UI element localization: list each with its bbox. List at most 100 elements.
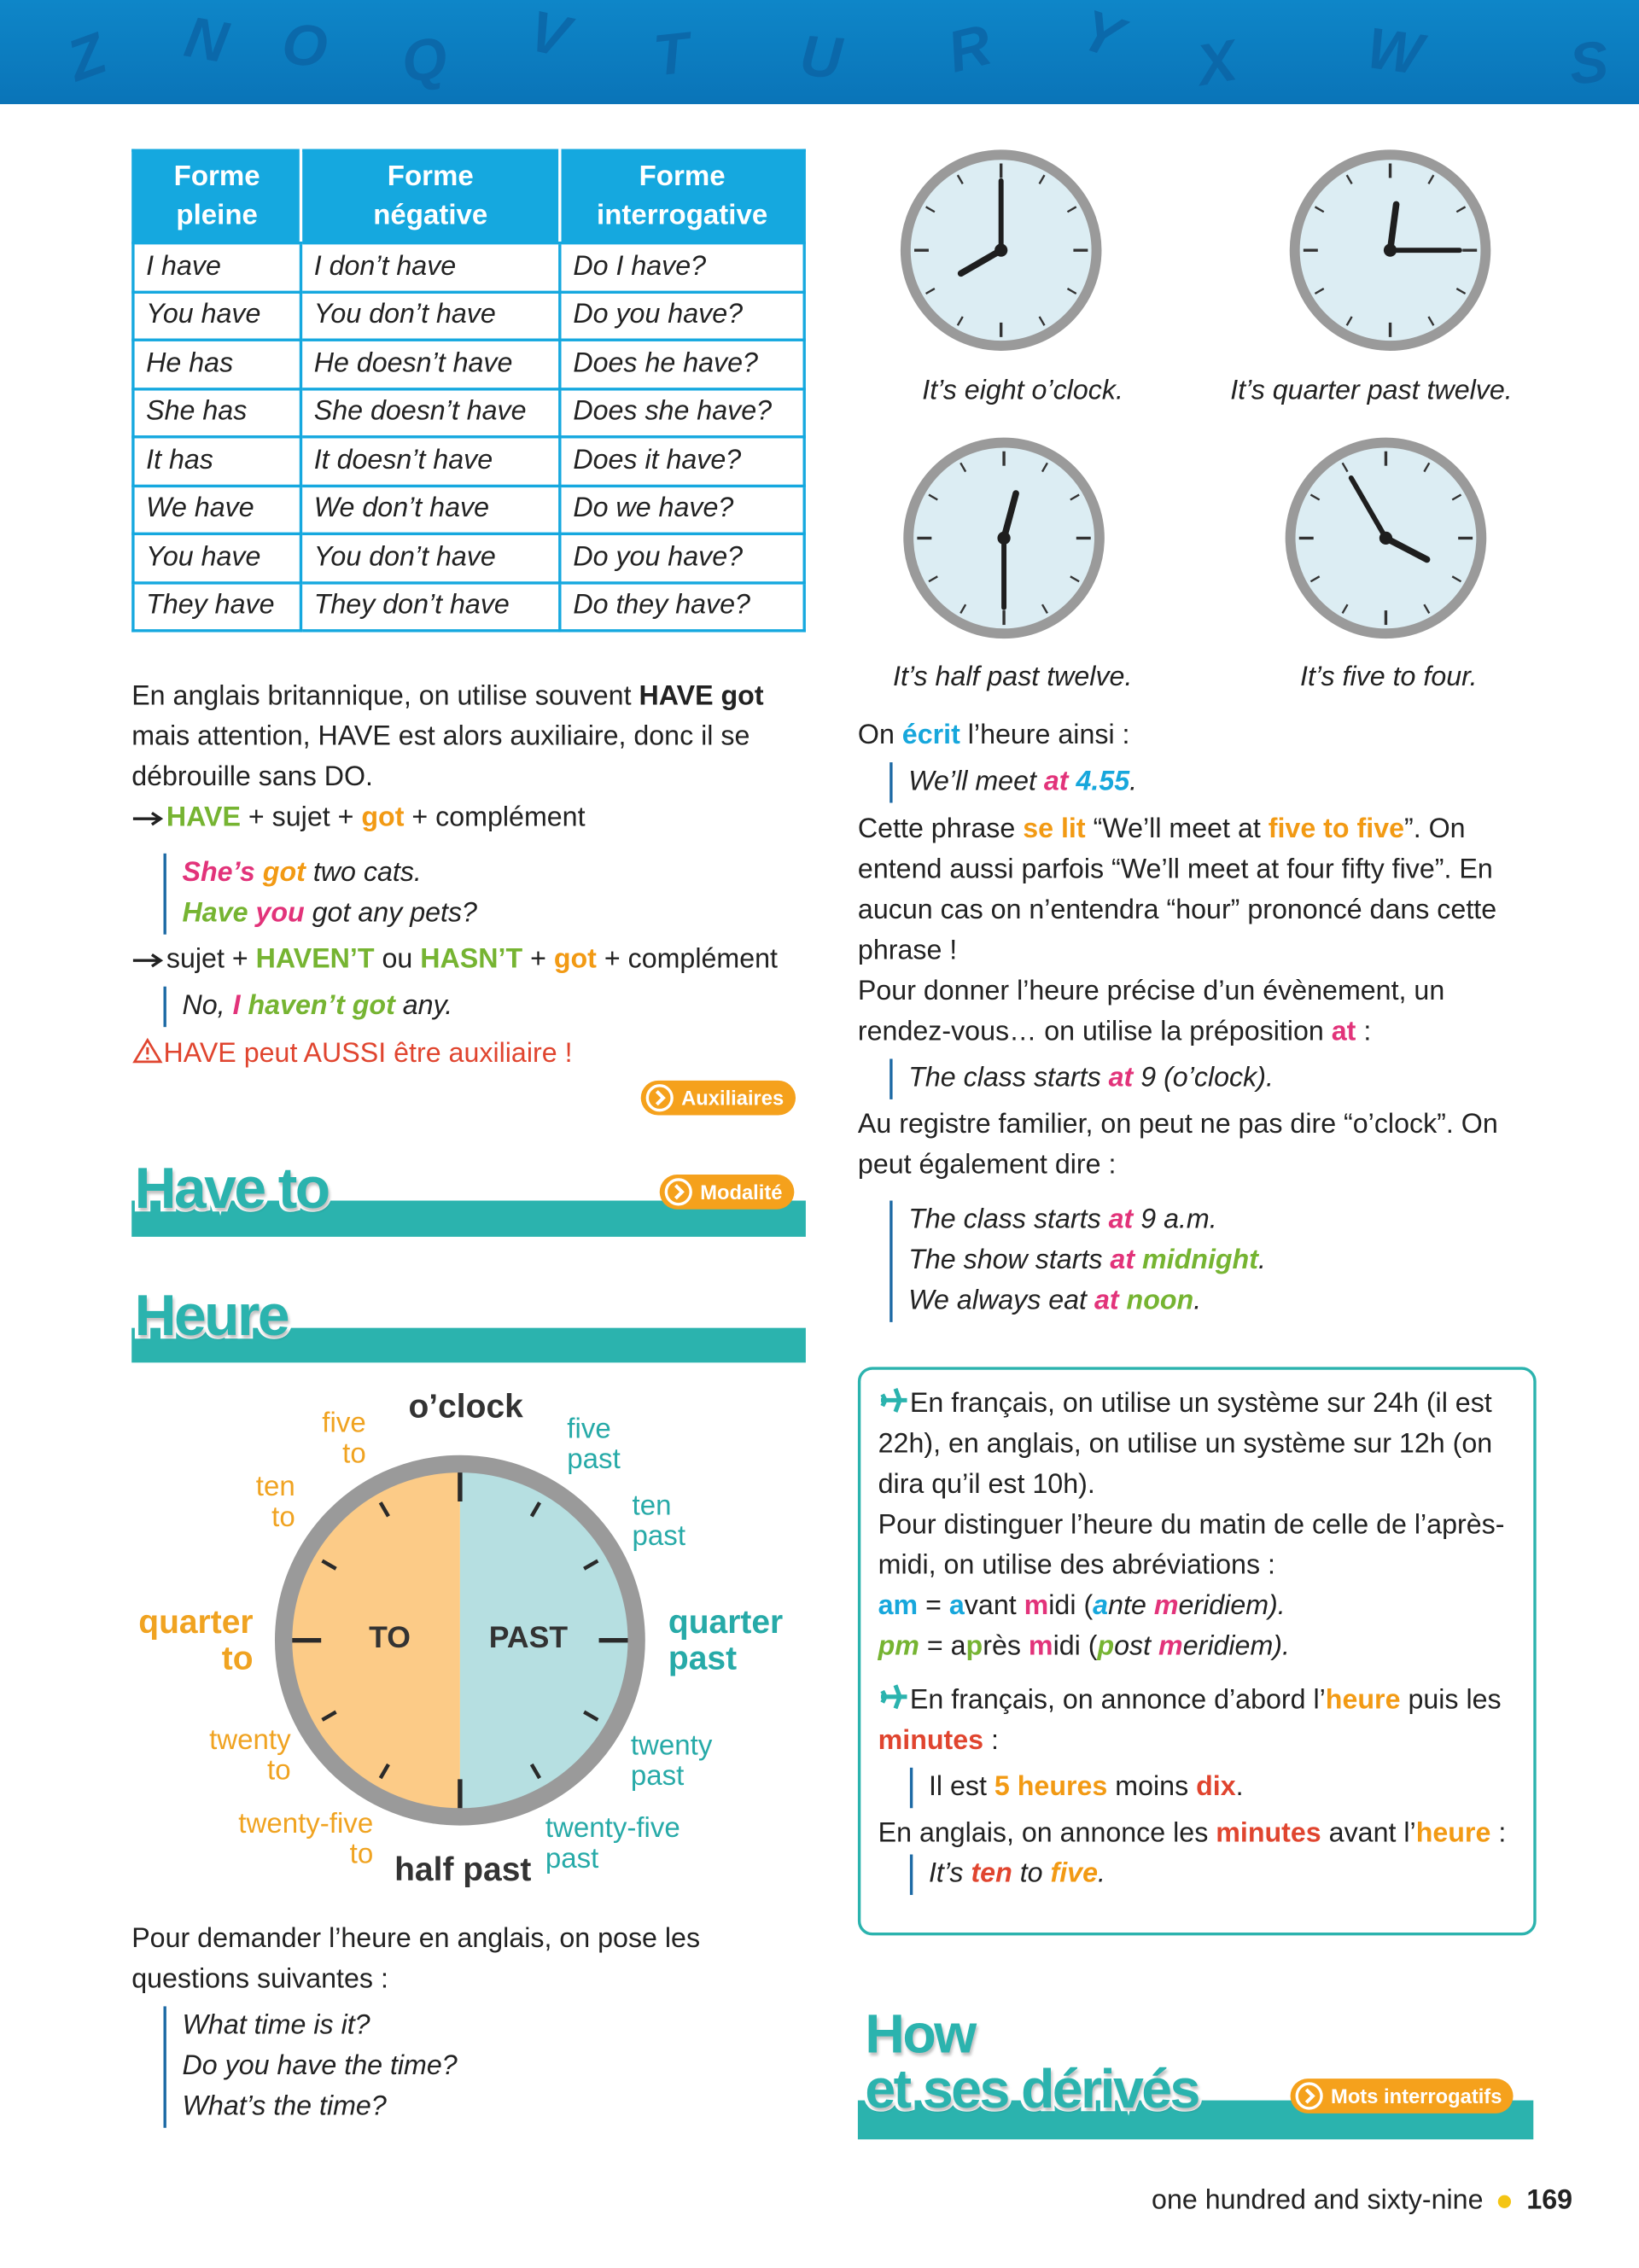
- shape: [132, 953, 164, 968]
- text-run: got: [361, 802, 405, 834]
- paragraph: Pour demander l’heure en anglais, on pos…: [131, 1923, 701, 1995]
- text-run: l’heure ainsi :: [959, 720, 1130, 751]
- text-run: Il est: [928, 1771, 994, 1803]
- text-run: minutes: [878, 1725, 984, 1757]
- clock-tick: [1451, 493, 1462, 501]
- text-run: moins: [1107, 1771, 1197, 1803]
- text-run: 9 (o’clock).: [1133, 1063, 1274, 1094]
- text-run: a: [948, 1591, 965, 1622]
- diagram-half-label: TO: [369, 1621, 411, 1655]
- table-cell: They don’t have: [299, 580, 562, 633]
- text-run: got any pets?: [304, 898, 477, 929]
- clock-tick: [1309, 493, 1321, 501]
- text-run: twenty: [209, 1723, 291, 1757]
- clock-tick: [928, 493, 938, 501]
- text-run: “We’ll meet at: [1085, 814, 1269, 845]
- text-run: se lit: [1023, 814, 1086, 845]
- text-run: avant l’: [1321, 1818, 1416, 1849]
- text-run: m: [1024, 1591, 1049, 1622]
- section-bar: [131, 1327, 806, 1363]
- clock-center: [1379, 531, 1393, 545]
- table-cell: Does he have?: [558, 338, 806, 390]
- column-header: Forme pleine: [131, 149, 303, 245]
- shape: [645, 1084, 674, 1112]
- text-run: at: [1043, 767, 1076, 797]
- table-row: They have They don’t have Do they have?: [131, 580, 806, 633]
- diagram-label: twenty past: [631, 1731, 713, 1792]
- diagram-label: ten to: [256, 1472, 295, 1533]
- text-run: The show starts: [908, 1245, 1111, 1276]
- link-badge[interactable]: Mots interrogatifs: [1290, 2079, 1514, 2113]
- table-cell: You have: [131, 289, 303, 341]
- text-run: et ses dérivés: [861, 2059, 1204, 2121]
- clock-tick: [1345, 316, 1353, 326]
- header-line: négative: [373, 199, 488, 232]
- text-run: How: [861, 2004, 980, 2067]
- table-cell: It doesn’t have: [299, 435, 562, 487]
- text-run: Have: [182, 898, 256, 929]
- shape: [1304, 2088, 1315, 2104]
- clock-tick: [1041, 462, 1048, 473]
- text-run: to: [271, 1501, 295, 1534]
- clock-rim: [274, 1455, 645, 1826]
- table-cell: We don’t have: [299, 483, 562, 535]
- table-cell: You don’t have: [299, 289, 562, 341]
- text-run: :: [983, 1725, 1000, 1757]
- question: What’s the time?: [182, 2091, 387, 2123]
- clock-tick: [583, 1559, 599, 1571]
- clock-tick: [1423, 603, 1431, 615]
- text-run: to: [221, 1639, 254, 1677]
- text-run: Modalité: [700, 1180, 783, 1204]
- clock-tick: [1038, 316, 1046, 326]
- clock-tick: [1427, 174, 1435, 184]
- paragraph: En anglais britannique, on utilise souve…: [131, 677, 790, 798]
- text-run: + sujet +: [240, 802, 362, 834]
- hour-hand: [1386, 201, 1400, 254]
- question: What time is it?: [182, 2010, 370, 2042]
- text-run: twenty-five: [545, 1812, 680, 1845]
- clock-tick: [1066, 206, 1077, 213]
- clock-tick: [1070, 575, 1080, 583]
- text-run: vant: [964, 1591, 1024, 1622]
- table-cell: I have: [131, 242, 303, 294]
- link-badge[interactable]: Auxiliaires: [640, 1080, 796, 1116]
- clock-tick: [1455, 206, 1467, 213]
- header-line: interrogative: [597, 199, 768, 232]
- text-run: dix: [1196, 1771, 1236, 1803]
- text-run: to: [1012, 1858, 1051, 1890]
- table-cell: Does she have?: [558, 387, 806, 439]
- shape: [880, 1684, 907, 1710]
- clock-caption: It’s quarter past twelve.: [1230, 376, 1513, 407]
- table-cell: Do they have?: [558, 580, 806, 633]
- header-line: pleine: [176, 199, 258, 232]
- table-cell: Do you have?: [558, 289, 806, 341]
- header-line: Forme: [387, 160, 474, 193]
- clock: [900, 149, 1102, 351]
- clock-tick: [1070, 493, 1080, 501]
- table-cell: We have: [131, 483, 303, 535]
- table-row: It has It doesn’t have Does it have?: [131, 435, 806, 487]
- example-block: The class starts at 9 a.m. The show star…: [889, 1200, 1266, 1322]
- text-run: m: [1158, 1631, 1183, 1663]
- clock-tick: [1341, 462, 1349, 473]
- shape: [132, 1037, 163, 1064]
- text-run: En français, on utilise un système sur 2…: [878, 1388, 1493, 1501]
- example: The show starts at midnight.: [908, 1241, 1266, 1281]
- text-run: En français, on annonce d’abord l’: [909, 1685, 1326, 1716]
- text-run: We always eat: [908, 1286, 1094, 1317]
- clock-tick: [1038, 174, 1046, 184]
- clock-tick: [1341, 603, 1349, 615]
- diagram-label: half past: [394, 1850, 532, 1888]
- clock-tick: [529, 1763, 542, 1780]
- warning-icon: [132, 1037, 163, 1064]
- text-run: any.: [394, 990, 453, 1022]
- text-run: noon: [1126, 1286, 1194, 1317]
- text-run: p: [965, 1631, 983, 1663]
- table-cell: He has: [131, 338, 303, 390]
- text-run: haven’t got: [248, 990, 395, 1022]
- text-run: :: [1490, 1818, 1507, 1849]
- link-badge[interactable]: Modalité: [659, 1175, 794, 1210]
- text-run: +: [522, 944, 554, 976]
- text-run: heure: [1415, 1818, 1491, 1849]
